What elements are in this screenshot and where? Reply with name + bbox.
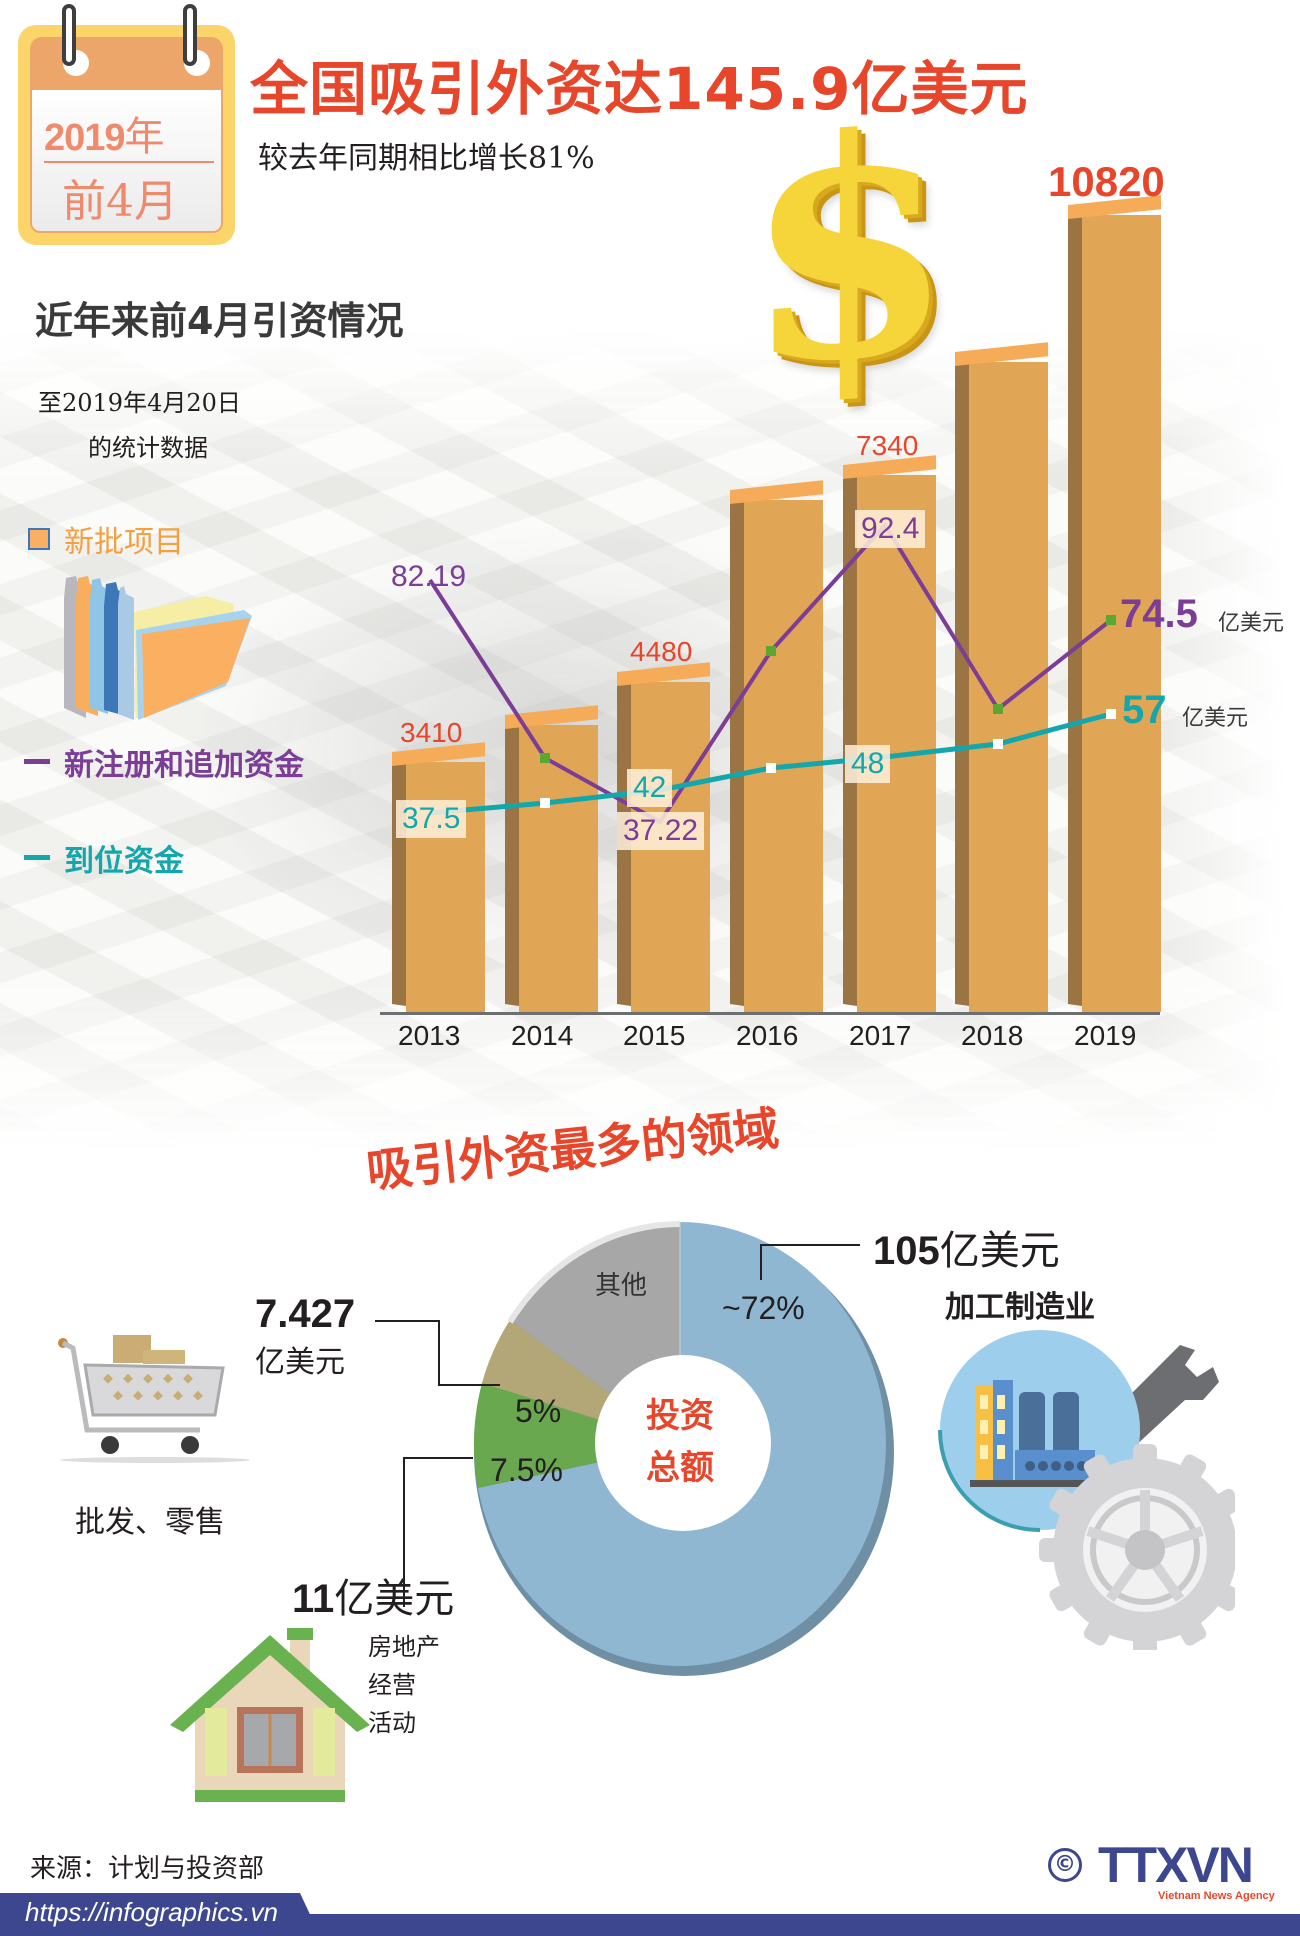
x-tick-2019: 2019 — [1074, 1020, 1137, 1051]
source-note: 来源：计划与投资部 — [30, 1854, 265, 1884]
real-estate-amount: 11亿美元 — [292, 1577, 455, 1621]
ttxvn-logo-subtitle: Vietnam News Agency — [1158, 1890, 1275, 1902]
shopping-cart-icon — [58, 1335, 250, 1463]
x-tick-2015: 2015 — [623, 1020, 686, 1051]
slice-pct-manufacturing: ~72% — [722, 1290, 805, 1326]
page-subtitle: 较去年同期相比增长81% — [258, 141, 595, 176]
center-label-line1: 投资 — [646, 1396, 714, 1436]
x-tick-2016: 2016 — [736, 1020, 799, 1051]
bar-2014 — [505, 705, 598, 1012]
manufacturing-label: 加工制造业 — [945, 1290, 1095, 1325]
house-icon — [170, 1628, 370, 1802]
bar-value-2013: 3410 — [400, 717, 463, 748]
teal-label-2015: 42 — [627, 769, 673, 807]
footer-bar — [0, 1914, 1300, 1936]
retail-amount-unit: 亿美元 — [255, 1345, 345, 1380]
page-title: 全国吸引外资达145.9亿美元 — [250, 55, 1029, 123]
leader-line-real-estate — [403, 1457, 473, 1459]
chart-note-line2: 的统计数据 — [88, 434, 208, 462]
x-tick-2013: 2013 — [398, 1020, 461, 1051]
donut-chart — [473, 1221, 894, 1676]
calendar-divider — [44, 161, 214, 163]
bar-2016 — [730, 480, 823, 1012]
factory-gear-icon — [938, 1330, 1235, 1650]
purple-label-2015: 37.22 — [617, 812, 705, 850]
background-fade — [1150, 330, 1300, 1150]
teal-label-2013: 37.5 — [396, 800, 467, 838]
chart-title: 近年来前4月引资情况 — [35, 299, 404, 343]
purple-label-2013: 82.19 — [391, 560, 467, 593]
slice-label-other: 其他 — [595, 1271, 648, 1301]
real-estate-label-line2: 经营 — [368, 1671, 416, 1699]
x-axis — [380, 1012, 1160, 1015]
dollar-sign-icon: $ — [745, 65, 954, 434]
leader-line-manufacturing — [760, 1244, 762, 1280]
leader-line-retail — [438, 1320, 440, 1385]
leader-line-retail — [438, 1384, 500, 1386]
teal-end-unit: 亿美元 — [1182, 706, 1249, 731]
leader-line-real-estate — [403, 1457, 405, 1607]
slice-pct-real-estate: 7.5% — [490, 1452, 563, 1488]
x-tick-2018: 2018 — [961, 1020, 1024, 1051]
calendar-ring — [183, 4, 197, 66]
legend-bar-swatch — [28, 528, 50, 550]
bar-2018 — [955, 342, 1048, 1012]
bar-value-2019: 10820 — [1048, 158, 1165, 205]
x-tick-2014: 2014 — [511, 1020, 574, 1051]
purple-end-value: 74.5 — [1120, 592, 1198, 636]
bar-value-2015: 4480 — [630, 636, 693, 667]
retail-amount: 7.427 — [255, 1292, 356, 1336]
legend-registered-capital: 新注册和追加资金 — [64, 748, 304, 783]
bar-2013 — [392, 742, 485, 1012]
footer-url-tab — [0, 1893, 320, 1936]
retail-label: 批发、零售 — [75, 1505, 225, 1540]
donut-center-label: 投资 总额 — [625, 1390, 735, 1494]
leader-line-manufacturing — [760, 1244, 860, 1246]
real-estate-label-line1: 房地产 — [368, 1633, 440, 1661]
calendar-year: 2019年 — [44, 115, 165, 159]
legend-purple-line — [24, 759, 50, 764]
center-label-line2: 总额 — [646, 1448, 714, 1488]
leader-line-retail — [375, 1320, 439, 1322]
purple-label-2017: 92.4 — [855, 510, 926, 548]
folder-icon — [64, 576, 252, 720]
legend-new-projects: 新批项目 — [64, 525, 184, 560]
ttxvn-logo: TTXVN — [1098, 1837, 1254, 1893]
teal-label-2017: 48 — [845, 745, 891, 783]
real-estate-label-line3: 活动 — [368, 1709, 416, 1737]
footer-url-link[interactable]: https://infographics.vn — [25, 1897, 278, 1927]
copyright-icon: © — [1048, 1848, 1082, 1882]
legend-teal-line — [24, 855, 50, 860]
slice-pct-retail: 5% — [515, 1393, 562, 1429]
legend-disbursed-capital: 到位资金 — [64, 844, 184, 879]
chart-note-line1: 至2019年4月20日 — [38, 389, 241, 417]
x-tick-2017: 2017 — [849, 1020, 912, 1051]
bar-value-2017: 7340 — [856, 430, 919, 461]
calendar-ring — [62, 4, 76, 66]
teal-end-value: 57 — [1122, 688, 1167, 732]
calendar-period: 前4月 — [62, 176, 178, 227]
manufacturing-amount: 105亿美元 — [873, 1229, 1060, 1273]
purple-end-unit: 亿美元 — [1218, 611, 1285, 636]
